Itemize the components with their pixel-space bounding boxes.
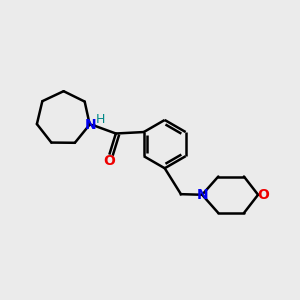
Text: O: O bbox=[103, 154, 115, 168]
Text: O: O bbox=[257, 188, 269, 202]
Text: N: N bbox=[85, 118, 97, 132]
Text: N: N bbox=[196, 188, 208, 202]
Text: H: H bbox=[96, 113, 105, 126]
